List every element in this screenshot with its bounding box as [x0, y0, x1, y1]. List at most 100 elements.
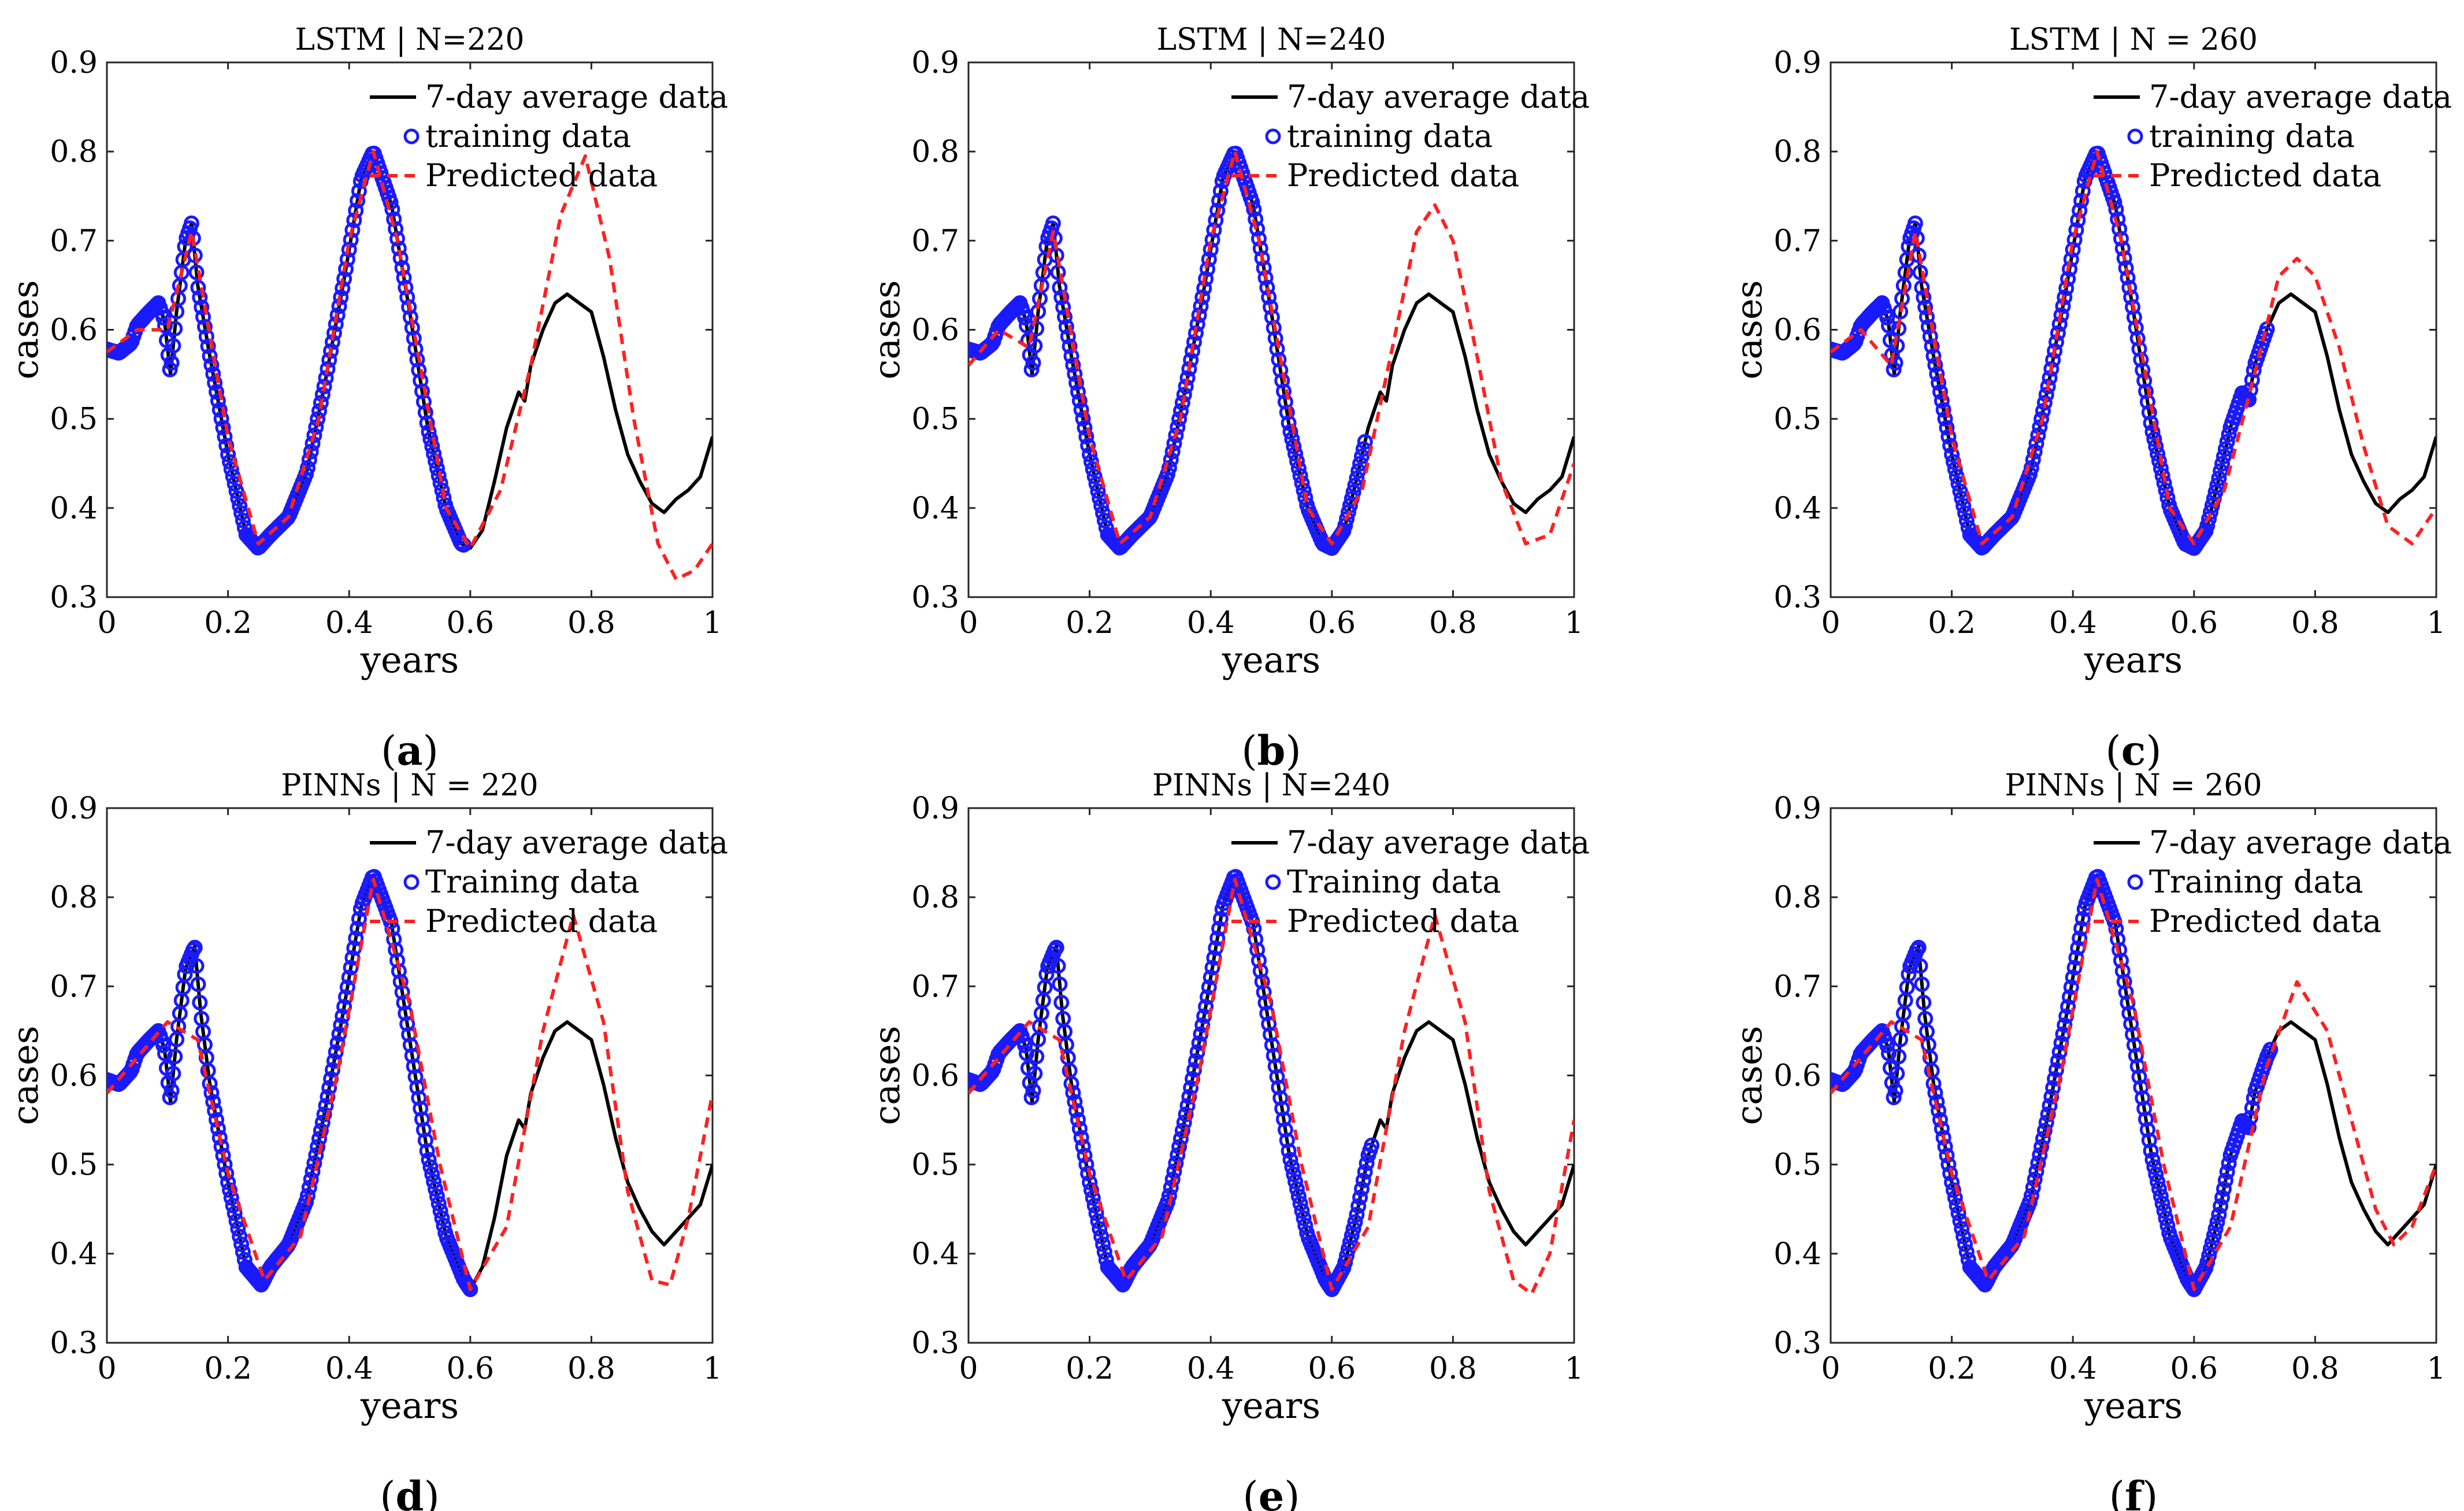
- training-data-point: [2138, 383, 2154, 399]
- x-tick-label: 0.2: [1066, 606, 1114, 640]
- training-data-point: [218, 1165, 235, 1182]
- training-data-point: [316, 1106, 332, 1123]
- training-data-point: [415, 394, 432, 410]
- caption-letter: e: [1259, 1472, 1285, 1511]
- training-data-point: [1050, 958, 1066, 974]
- caption-letter: b: [1257, 727, 1286, 775]
- x-tick-label: 0.2: [204, 1351, 252, 1386]
- training-data-point: [2040, 379, 2056, 395]
- y-tick-label: 0.4: [1773, 1237, 1821, 1272]
- training-data-point: [217, 428, 233, 445]
- training-data-point: [417, 405, 433, 420]
- y-tick-label: 0.9: [50, 791, 98, 826]
- training-data-point: [1886, 361, 1902, 377]
- training-data-point: [1092, 1221, 1108, 1237]
- training-data-point: [1347, 1214, 1363, 1230]
- y-tick-label: 0.6: [911, 1059, 959, 1094]
- training-data-point: [223, 1190, 239, 1206]
- training-data-point: [230, 1221, 246, 1237]
- training-data-point: [2203, 504, 2218, 520]
- training-data-point: [1017, 309, 1033, 325]
- training-data-point: [1212, 183, 1229, 199]
- caption-paren-open: (: [380, 1473, 395, 1511]
- training-data-point: [1029, 321, 1045, 336]
- training-data-point: [2213, 463, 2229, 479]
- training-data-point: [1907, 215, 1923, 231]
- training-data-point: [2042, 1098, 2058, 1114]
- training-data-point: [1286, 438, 1302, 454]
- legend-entry: 7-day average data: [2149, 824, 2452, 861]
- training-data-point: [2125, 299, 2141, 315]
- series-predicted-line: [968, 150, 1574, 546]
- training-data-point: [2206, 1227, 2222, 1243]
- training-data-point: [314, 1114, 331, 1131]
- training-data-point: [2211, 471, 2227, 486]
- training-data-point: [218, 438, 235, 454]
- training-data-point: [1901, 239, 1917, 254]
- training-data-point: [2217, 1172, 2233, 1188]
- training-data-point: [1053, 290, 1070, 305]
- training-data-point: [1269, 1069, 1285, 1085]
- training-data-point: [411, 1090, 427, 1106]
- training-data-point: [203, 357, 220, 373]
- training-data-point: [2053, 307, 2069, 323]
- training-data-point: [2118, 984, 2134, 1000]
- x-tick-label: 0.8: [1429, 606, 1477, 640]
- legend-entry: Predicted data: [1287, 157, 1519, 194]
- training-data-point: [434, 1210, 450, 1227]
- training-data-point: [1952, 483, 1968, 499]
- training-data-point: [187, 939, 203, 956]
- x-tick-label: 0: [959, 1351, 978, 1386]
- training-data-point: [1068, 1103, 1085, 1119]
- training-data-point: [1276, 383, 1292, 399]
- training-data-point: [394, 984, 410, 1000]
- training-data-point: [1062, 338, 1078, 354]
- training-data-point: [2207, 1221, 2224, 1237]
- x-tick-label: 0.4: [1187, 1351, 1235, 1386]
- series-predicted-line: [1831, 150, 2436, 546]
- legend-entry: training data: [2149, 118, 2355, 154]
- training-data-point: [421, 1151, 437, 1168]
- training-data-point: [313, 1123, 329, 1139]
- caption-paren-open: (: [2105, 727, 2121, 775]
- training-data-point: [1209, 930, 1226, 946]
- training-data-point: [195, 309, 211, 325]
- training-data-point: [1080, 438, 1096, 454]
- training-data-point: [1887, 1083, 1903, 1099]
- training-data-point: [1939, 1147, 1955, 1164]
- training-data-point: [2123, 1016, 2139, 1032]
- y-tick-label: 0.9: [911, 46, 959, 80]
- training-data-point: [1344, 1227, 1360, 1243]
- training-data-point: [301, 1180, 317, 1195]
- x-tick-label: 0: [1821, 606, 1840, 640]
- training-data-point: [415, 1121, 432, 1138]
- training-data-point: [1942, 1165, 1958, 1182]
- y-tick-label: 0.8: [911, 880, 959, 915]
- legend-swatch-circle: [403, 874, 420, 890]
- training-data-point: [1080, 1165, 1096, 1182]
- training-data-point: [1201, 979, 1217, 995]
- training-data-point: [1086, 468, 1103, 484]
- training-data-point: [1958, 512, 1975, 528]
- training-data-point: [155, 1038, 172, 1053]
- chart-title: PINNs | N = 220: [281, 768, 538, 803]
- training-data-point: [1357, 1164, 1373, 1180]
- training-data-point: [157, 1046, 173, 1061]
- training-data-point: [2066, 960, 2083, 976]
- training-data-point: [2217, 441, 2233, 457]
- training-data-point: [1931, 1103, 1947, 1119]
- training-data-point: [1256, 984, 1272, 1000]
- x-tick-label: 1: [1564, 606, 1583, 640]
- x-tick-label: 0.6: [446, 1351, 494, 1386]
- training-data-point: [311, 1131, 327, 1147]
- training-data-point: [1352, 1190, 1368, 1206]
- training-data-point: [1284, 431, 1300, 447]
- y-tick-label: 0.3: [50, 580, 98, 615]
- training-data-point: [1206, 222, 1222, 238]
- y-axis-label: cases: [4, 1025, 46, 1125]
- x-axis-label: years: [1222, 1384, 1320, 1427]
- training-data-point: [1093, 1228, 1109, 1245]
- training-data-point: [310, 1139, 326, 1155]
- training-data-point: [1931, 375, 1947, 391]
